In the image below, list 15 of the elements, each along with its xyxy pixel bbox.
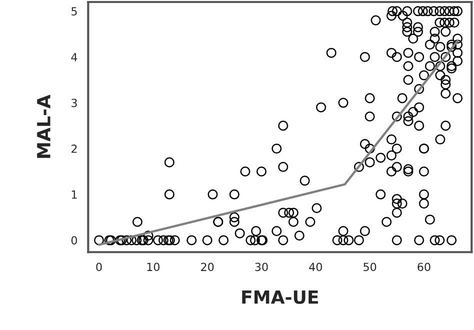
y-tick-label: 4: [71, 53, 78, 62]
y-tick-label: 2: [71, 144, 77, 153]
y-tick-label: 1: [72, 190, 77, 199]
x-tick-label: 40: [309, 262, 322, 272]
y-tick-label: 3: [72, 98, 77, 108]
x-tick-label: 0: [96, 262, 102, 272]
y-tick-label: 0: [71, 236, 78, 245]
x-axis-title: FMA-UE: [242, 290, 318, 304]
y-axis-title: MAL-A: [37, 94, 50, 158]
x-tick-label: 60: [418, 262, 430, 272]
x-tick-label: 50: [364, 262, 376, 272]
x-tick-label: 20: [201, 262, 214, 272]
y-tick-label: 5: [72, 7, 77, 16]
x-tick-label: 30: [255, 262, 268, 272]
x-tick-label: 10: [147, 262, 160, 272]
